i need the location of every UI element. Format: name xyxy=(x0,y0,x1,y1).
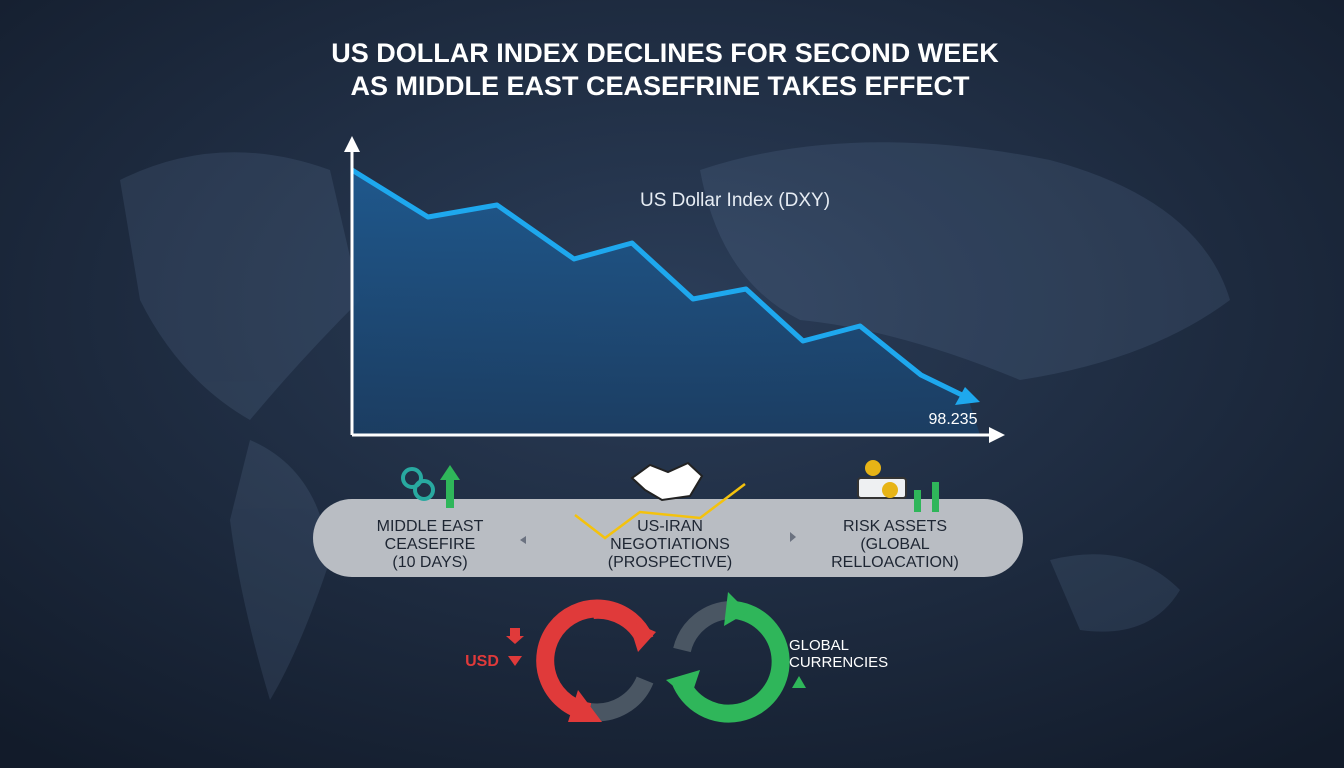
down-arrow xyxy=(508,656,522,666)
axis-arrow xyxy=(989,427,1005,443)
arrow-head xyxy=(628,620,656,652)
down-arrow xyxy=(506,628,524,644)
up-arrow xyxy=(792,676,806,688)
chart-label: US Dollar Index (DXY) xyxy=(640,190,830,211)
ceasefire-icon xyxy=(401,465,460,508)
arrow-head xyxy=(724,592,748,626)
factor-label: (PROSPECTIVE) xyxy=(608,554,732,571)
axis-arrow xyxy=(344,136,360,152)
trend-icon xyxy=(574,483,746,540)
last-value: 98.235 xyxy=(929,411,978,428)
area xyxy=(352,170,980,435)
chevron xyxy=(520,536,526,544)
dxy-chart: US Dollar Index (DXY) 98.235 xyxy=(344,136,1005,443)
neutral-arc xyxy=(673,601,733,653)
usd-label: USD xyxy=(465,653,499,670)
basket-icon xyxy=(857,460,939,512)
factor-label: RISK ASSETS xyxy=(843,518,947,535)
arrow-head xyxy=(568,690,602,722)
factor-label: US-IRAN xyxy=(637,518,703,535)
factor-label: (10 DAYS) xyxy=(392,554,467,571)
factor-label: CEASEFIRE xyxy=(385,536,476,553)
global-label: CURRENCIES xyxy=(789,654,888,671)
line xyxy=(350,167,964,398)
neutral-arc xyxy=(588,676,654,722)
factor-label: RELLOACATION) xyxy=(831,554,959,571)
title-line: US DOLLAR INDEX DECLINES FOR SECOND WEEK xyxy=(331,38,999,68)
global-arc xyxy=(671,601,790,723)
factor-pill xyxy=(313,499,1023,577)
global-label: GLOBAL xyxy=(789,637,849,654)
arrow-head xyxy=(955,387,980,405)
factor-label: NEGOTIATIONS xyxy=(610,536,730,553)
arrow-head xyxy=(666,670,700,700)
world-map xyxy=(120,142,1230,700)
handshake-icon xyxy=(630,461,704,502)
title-line: AS MIDDLE EAST CEASEFRINE TAKES EFFECT xyxy=(350,71,970,101)
factor-label: MIDDLE EAST xyxy=(377,518,484,535)
factor-label: (GLOBAL xyxy=(860,536,929,553)
chevron xyxy=(790,532,796,542)
currency-cycle: USD GLOBAL CURRENCIES xyxy=(465,592,888,723)
